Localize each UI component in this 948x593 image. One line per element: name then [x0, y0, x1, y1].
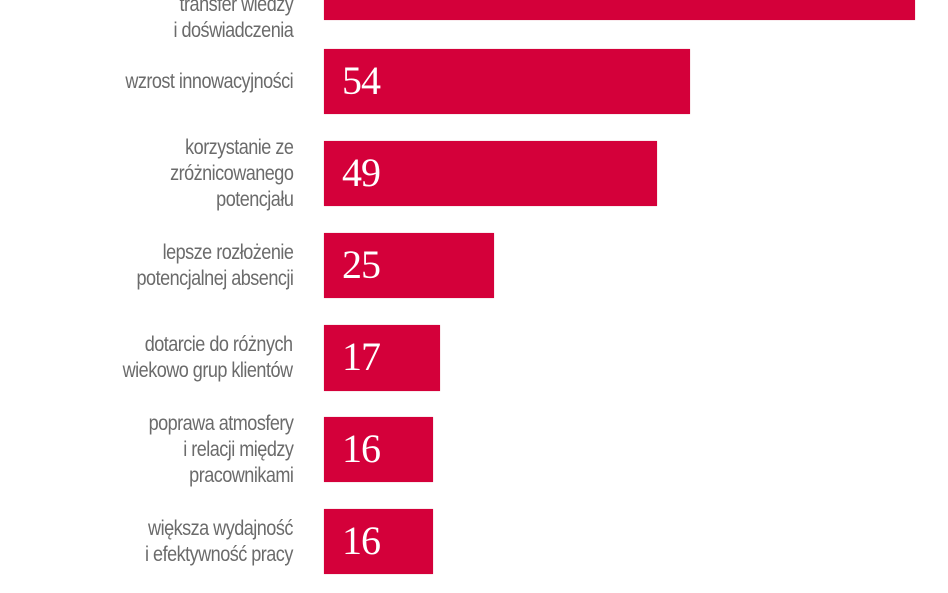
bar-value: 16 — [342, 425, 381, 471]
bar: 17 — [324, 325, 440, 391]
bar: 49 — [324, 141, 657, 206]
category-label-line: potencjału — [215, 187, 294, 211]
category-label-line: wiekowo grup klientów — [123, 359, 293, 382]
category-label-line: dotarcie do różnych — [145, 333, 293, 356]
bar-value: 87 — [342, 0, 381, 6]
category-label-line: korzystanie ze — [184, 135, 294, 159]
category-label: większa wydajność i efektywność pracy — [145, 509, 293, 574]
chart-row: większa wydajność i efektywność pracy 16 — [0, 509, 948, 574]
chart-row: lepsze rozłożenie potencjalnej absencji … — [0, 233, 948, 298]
category-label: transfer wiedzy i doświadczenia — [173, 0, 293, 44]
bar-value: 54 — [342, 57, 381, 103]
category-label-line: lepsze rozłożenie — [162, 240, 293, 264]
category-label-line: większa wydajność — [148, 516, 293, 540]
category-label-line: transfer wiedzy — [179, 0, 293, 16]
bar: 54 — [324, 49, 690, 114]
bar: 16 — [324, 509, 433, 574]
chart-row: transfer wiedzy i doświadczenia 87 — [0, 0, 948, 42]
category-label: korzystanie ze zróżnicowanego potencjału — [169, 136, 294, 211]
category-label-line: pracownikami — [188, 463, 294, 487]
category-label: lepsze rozłożenie potencjalnej absencji — [136, 233, 293, 298]
chart-row: wzrost innowacyjności 54 — [0, 49, 948, 114]
category-label-line: wzrost innowacyjności — [125, 69, 293, 93]
bar-value: 16 — [342, 517, 381, 563]
category-label-line: i doświadczenia — [173, 19, 293, 42]
bar: 16 — [324, 417, 433, 482]
chart-row: korzystanie ze zróżnicowanego potencjału… — [0, 136, 948, 211]
category-label: wzrost innowacyjności — [125, 49, 293, 114]
chart-row: dotarcie do różnych wiekowo grup klientó… — [0, 325, 948, 391]
chart-row: poprawa atmosfery i relacji między praco… — [0, 412, 948, 487]
category-label-line: i efektywność pracy — [145, 542, 293, 566]
bar: 25 — [324, 233, 494, 298]
category-label-line: potencjalnej absencji — [136, 266, 293, 290]
bar: 87 — [324, 0, 915, 20]
bar-value: 49 — [342, 149, 381, 195]
bar-value: 25 — [342, 241, 381, 287]
category-label: poprawa atmosfery i relacji między praco… — [148, 412, 294, 487]
category-label: dotarcie do różnych wiekowo grup klientó… — [123, 325, 293, 391]
category-label-line: poprawa atmosfery — [148, 411, 293, 435]
category-label-line: i relacji między — [182, 437, 294, 461]
bar-value: 17 — [342, 334, 381, 380]
category-label-line: zróżnicowanego — [169, 161, 294, 185]
